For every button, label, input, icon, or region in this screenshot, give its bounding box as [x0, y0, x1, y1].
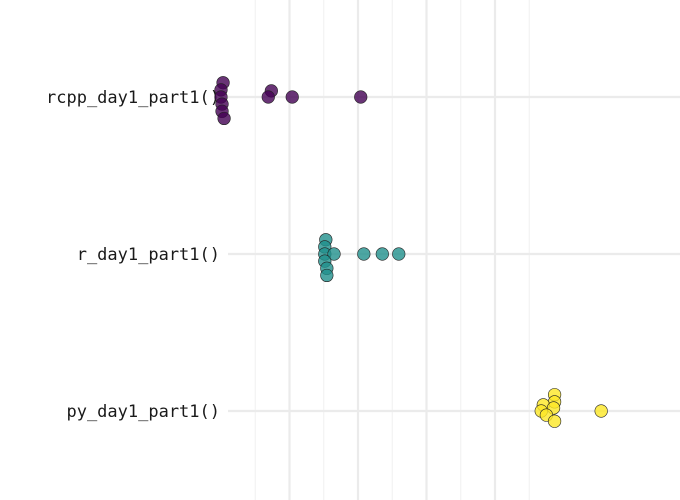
category-label: py_day1_part1() — [66, 402, 220, 422]
data-point — [217, 111, 231, 126]
data-point — [354, 90, 368, 104]
data-point — [357, 247, 371, 261]
data-point — [327, 247, 341, 261]
category-label: r_day1_part1() — [77, 245, 220, 265]
data-point — [375, 247, 389, 261]
data-point — [285, 90, 299, 104]
data-point — [392, 247, 406, 261]
data-point — [594, 404, 608, 418]
data-points — [214, 76, 608, 428]
data-point — [547, 414, 562, 428]
grid-layer — [228, 0, 680, 500]
category-labels: rcpp_day1_part1() r_day1_part1() py_day1_p… — [46, 88, 220, 422]
category-label: rcpp_day1_part1() — [46, 88, 220, 108]
data-point — [320, 268, 334, 283]
data-point — [261, 90, 275, 104]
